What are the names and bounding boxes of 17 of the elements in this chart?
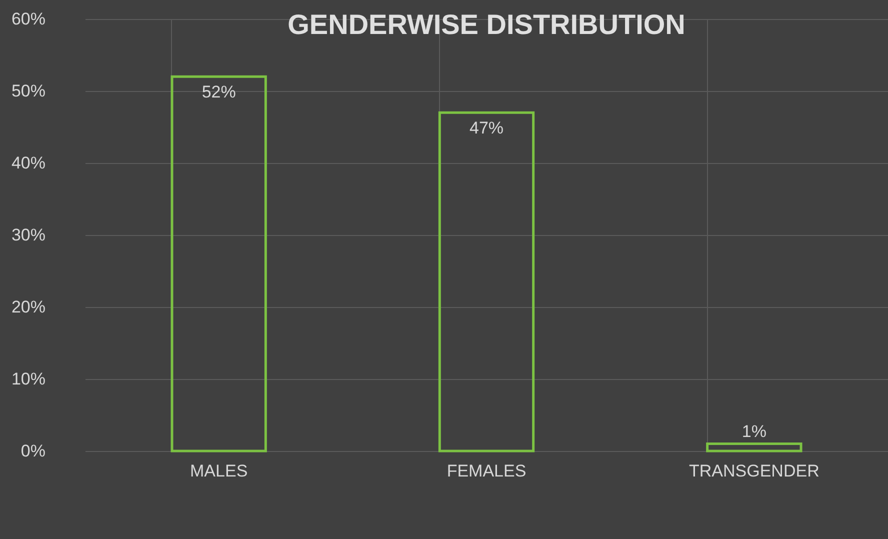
- y-tick-label: 0%: [20, 442, 46, 460]
- y-tick-label: 20%: [11, 298, 46, 316]
- x-tick-label: FEMALES: [446, 462, 526, 480]
- bar: [438, 111, 535, 452]
- y-tick-label: 50%: [11, 82, 46, 100]
- y-tick-label: 60%: [11, 10, 46, 28]
- data-label: 1%: [742, 422, 766, 441]
- chart-title: GENDERWISE DISTRIBUTION: [288, 9, 686, 40]
- y-tick-label: 10%: [11, 370, 46, 388]
- bar: [706, 442, 802, 452]
- y-tick-label: 30%: [11, 226, 46, 244]
- data-label: 47%: [469, 118, 504, 138]
- x-tick-label: MALES: [190, 462, 248, 480]
- x-tick-label: TRANSGENDER: [688, 462, 820, 480]
- bar: [170, 75, 267, 452]
- y-tick-label: 40%: [11, 154, 46, 172]
- data-label: 52%: [202, 82, 236, 102]
